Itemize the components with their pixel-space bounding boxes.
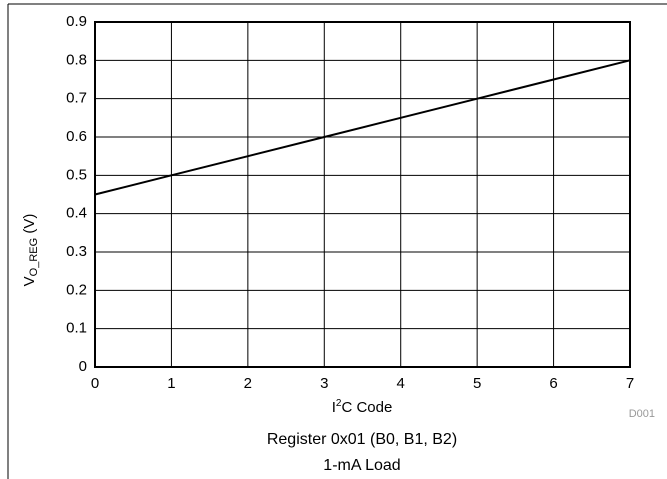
y-label-sub: O_REG (28, 238, 40, 277)
y-tick-label: 0.2 (66, 281, 87, 298)
y-tick-label: 0.9 (66, 13, 87, 30)
x-tick-label: 4 (397, 375, 405, 392)
x-label-post: C Code (341, 399, 392, 416)
data-line (94, 59, 631, 196)
x-tick-label: 5 (473, 375, 481, 392)
x-label-sup: 2 (336, 398, 342, 409)
plot-frame (94, 21, 631, 368)
y-tick-label: 0.7 (66, 90, 87, 107)
x-label-pre: I (332, 399, 336, 416)
caption: 1-mA Load (323, 457, 400, 474)
x-tick-label: 0 (91, 375, 99, 392)
x-tick-label: 1 (167, 375, 175, 392)
x-tick-label: 2 (244, 375, 252, 392)
caption: Register 0x01 (B0, B1, B2) (267, 431, 457, 448)
y-tick-label: 0.4 (66, 205, 87, 222)
figure-id: D001 (629, 408, 655, 420)
x-tick-label: 7 (626, 375, 634, 392)
y-tick-label: 0.8 (66, 51, 87, 68)
x-tick-label: 6 (549, 375, 557, 392)
y-label-main: V (21, 276, 38, 286)
y-tick-label: 0.1 (66, 320, 87, 337)
y-tick-label: 0 (79, 358, 87, 375)
x-axis-label: I2C Code (332, 398, 393, 416)
y-tick-label: 0.6 (66, 128, 87, 145)
y-tick-label: 0.3 (66, 243, 87, 260)
y-axis-label: VO_REG (V) (21, 214, 40, 287)
y-label-unit: (V) (21, 214, 38, 238)
y-tick-label: 0.5 (66, 166, 87, 183)
x-tick-label: 3 (320, 375, 328, 392)
